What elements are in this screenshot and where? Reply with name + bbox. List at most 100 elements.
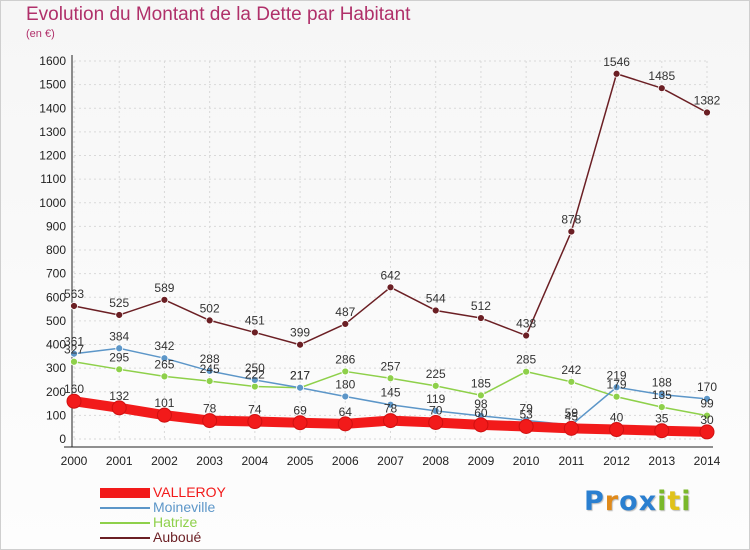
data-point bbox=[250, 376, 259, 384]
data-label: 342 bbox=[154, 339, 174, 353]
data-label: 101 bbox=[154, 396, 174, 410]
data-label: 222 bbox=[245, 368, 265, 382]
y-tick-label: 1300 bbox=[39, 125, 66, 139]
proxiti-logo: Proxiti bbox=[584, 486, 692, 517]
data-label: 384 bbox=[109, 329, 129, 343]
data-label: 288 bbox=[200, 352, 220, 366]
data-point bbox=[296, 340, 304, 349]
data-point bbox=[205, 377, 214, 386]
y-tick-label: 1600 bbox=[39, 54, 66, 68]
data-label: 35 bbox=[655, 412, 669, 426]
data-point bbox=[250, 382, 259, 391]
chart-subtitle: (en €) bbox=[26, 28, 55, 40]
data-label: 225 bbox=[426, 367, 446, 381]
legend-swatch bbox=[100, 522, 150, 524]
legend-swatch bbox=[100, 507, 150, 509]
data-point bbox=[115, 344, 124, 353]
x-tick-label: 2004 bbox=[242, 454, 269, 468]
y-tick-label: 1100 bbox=[40, 172, 66, 186]
data-point bbox=[70, 357, 78, 366]
data-label: 70 bbox=[429, 403, 443, 417]
data-label: 145 bbox=[380, 386, 400, 400]
data-label: 217 bbox=[290, 369, 310, 383]
data-label: 74 bbox=[248, 403, 262, 417]
data-point bbox=[477, 391, 485, 400]
x-tick-label: 2007 bbox=[377, 454, 404, 468]
x-tick-label: 2005 bbox=[287, 454, 314, 468]
data-label: 1485 bbox=[648, 69, 675, 83]
data-point bbox=[518, 418, 534, 434]
y-tick-label: 600 bbox=[46, 290, 66, 304]
series-line-auboué bbox=[73, 73, 708, 346]
data-point bbox=[247, 414, 263, 430]
logo-letter: r bbox=[604, 486, 620, 517]
logo-letter: i bbox=[681, 486, 692, 517]
legend-label: Auboué bbox=[153, 529, 202, 545]
data-label: 563 bbox=[64, 287, 84, 301]
x-tick-label: 2006 bbox=[332, 454, 359, 468]
logo-letter: P bbox=[584, 486, 605, 517]
x-tick-label: 2002 bbox=[151, 454, 178, 468]
data-point bbox=[341, 367, 350, 376]
data-point bbox=[70, 302, 78, 310]
x-tick-label: 2010 bbox=[513, 454, 540, 468]
data-point bbox=[341, 320, 350, 328]
data-point bbox=[567, 227, 576, 236]
data-label: 1382 bbox=[694, 94, 721, 108]
x-tick-label: 2008 bbox=[422, 454, 449, 468]
data-label: 257 bbox=[380, 359, 400, 373]
y-tick-label: 1200 bbox=[39, 149, 66, 163]
data-label: 250 bbox=[245, 361, 265, 375]
data-point bbox=[160, 295, 169, 304]
data-point bbox=[383, 413, 398, 429]
data-point bbox=[160, 372, 169, 381]
data-point bbox=[473, 417, 489, 433]
data-point bbox=[428, 414, 444, 430]
legend-label: VALLEROY bbox=[153, 484, 226, 500]
data-point bbox=[205, 316, 214, 325]
data-label: 185 bbox=[471, 376, 491, 390]
x-tick-label: 2012 bbox=[603, 454, 630, 468]
logo-letter: t bbox=[667, 486, 682, 517]
data-point bbox=[563, 420, 579, 436]
data-point bbox=[612, 383, 621, 392]
data-label: 525 bbox=[109, 296, 129, 310]
data-point bbox=[115, 311, 124, 319]
data-point bbox=[612, 392, 621, 401]
data-point bbox=[292, 415, 308, 431]
data-label: 170 bbox=[697, 380, 717, 394]
logo-letter: o bbox=[619, 486, 639, 517]
data-point bbox=[431, 381, 440, 390]
data-label: 69 bbox=[293, 404, 307, 418]
data-label: 487 bbox=[335, 305, 355, 319]
data-point bbox=[250, 328, 259, 337]
data-point bbox=[609, 422, 625, 438]
data-point bbox=[431, 306, 440, 315]
data-label: 589 bbox=[154, 281, 174, 295]
data-label: 98 bbox=[474, 397, 488, 411]
data-point bbox=[657, 403, 666, 412]
x-tick-label: 2001 bbox=[106, 454, 133, 468]
y-tick-label: 800 bbox=[46, 243, 66, 257]
data-point bbox=[699, 424, 715, 440]
data-label: 245 bbox=[200, 362, 220, 376]
data-label: 160 bbox=[64, 382, 84, 396]
data-label: 79 bbox=[519, 401, 533, 415]
data-point bbox=[612, 69, 621, 78]
y-tick-label: 1500 bbox=[39, 78, 66, 92]
y-tick-label: 100 bbox=[46, 408, 66, 422]
logo-letter: x bbox=[638, 486, 658, 517]
data-point bbox=[703, 411, 711, 420]
data-label: 642 bbox=[380, 268, 400, 282]
legend-label: Moineville bbox=[153, 499, 216, 515]
data-point bbox=[477, 314, 485, 322]
y-tick-label: 200 bbox=[46, 385, 66, 399]
data-point bbox=[115, 365, 124, 374]
data-point bbox=[337, 416, 353, 432]
y-tick-label: 1000 bbox=[39, 196, 66, 210]
y-tick-label: 500 bbox=[46, 314, 66, 328]
data-label: 180 bbox=[335, 377, 355, 391]
data-point bbox=[567, 377, 576, 386]
chart-title: Evolution du Montant de la Dette par Hab… bbox=[26, 4, 411, 25]
